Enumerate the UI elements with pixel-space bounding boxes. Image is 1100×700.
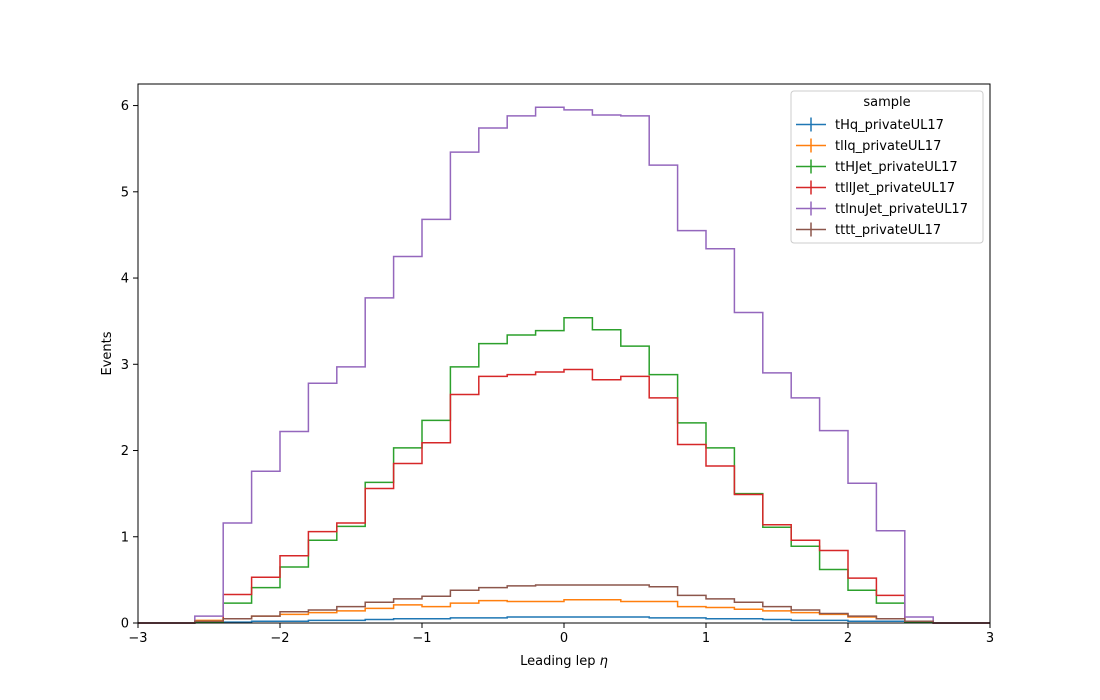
legend-label: ttHJet_privateUL17 xyxy=(835,160,958,175)
x-tick-label: 0 xyxy=(560,631,568,646)
legend-entry-ttllJet_privateUL17: ttllJet_privateUL17 xyxy=(796,180,955,196)
legend-entry-tttt_privateUL17: tttt_privateUL17 xyxy=(796,222,941,238)
y-tick-label: 6 xyxy=(121,99,129,114)
legend-label: ttllJet_privateUL17 xyxy=(835,181,955,196)
legend-label: ttlnuJet_privateUL17 xyxy=(835,202,968,217)
y-tick-label: 2 xyxy=(121,444,129,459)
x-tick-label: −3 xyxy=(128,631,147,646)
y-tick-label: 0 xyxy=(121,617,129,632)
series-line-ttllJet_privateUL17 xyxy=(138,368,990,624)
x-axis-label: Leading lep η xyxy=(520,654,608,669)
legend: sample tHq_privateUL17 tllq_privateUL17tt… xyxy=(790,90,984,244)
series-line-tttt_privateUL17 xyxy=(138,584,990,624)
x-tick-label: −1 xyxy=(412,631,431,646)
legend-entries: tHq_privateUL17 tllq_privateUL17 ttHJet_pr… xyxy=(796,117,968,238)
legend-entry-ttlnuJet_privateUL17: ttlnuJet_privateUL17 xyxy=(796,201,968,217)
y-tick-label: 5 xyxy=(121,185,129,200)
x-tick-label: −2 xyxy=(270,631,289,646)
series-layer xyxy=(138,106,990,624)
y-axis-label: Events xyxy=(100,331,115,375)
axis-ticks: −3 −2 −1 0 1 2 3 0 1 2 3 4 5 6 xyxy=(121,99,994,646)
series-line-ttHJet_privateUL17 xyxy=(138,316,990,624)
x-tick-label: 1 xyxy=(702,631,710,646)
y-tick-label: 3 xyxy=(121,358,129,373)
y-tick-label: 4 xyxy=(121,272,129,287)
x-tick-label: 2 xyxy=(844,631,852,646)
legend-title: sample xyxy=(863,95,910,110)
series-line-ttlnuJet_privateUL17 xyxy=(138,106,990,624)
series-line-tllq_privateUL17 xyxy=(138,598,990,624)
legend-label: tHq_privateUL17 xyxy=(835,118,944,133)
legend-entry-ttHJet_privateUL17: ttHJet_privateUL17 xyxy=(796,159,958,175)
legend-label: tttt_privateUL17 xyxy=(835,223,941,238)
legend-entry-tHq_privateUL17: tHq_privateUL17 xyxy=(796,117,944,133)
legend-label: tllq_privateUL17 xyxy=(835,139,941,154)
x-tick-label: 3 xyxy=(986,631,994,646)
legend-entry-tllq_privateUL17: tllq_privateUL17 xyxy=(796,138,941,154)
legend-box xyxy=(790,90,984,244)
y-tick-label: 1 xyxy=(121,530,129,545)
series-line-tHq_privateUL17 xyxy=(138,616,990,624)
